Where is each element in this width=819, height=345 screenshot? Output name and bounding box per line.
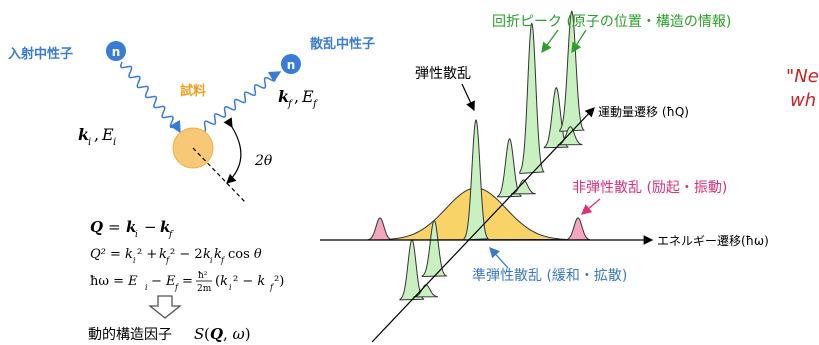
svg-text:² +: ² + — [137, 247, 157, 262]
diffraction-side-2 — [510, 179, 536, 195]
svg-text:Q: Q — [90, 218, 103, 236]
diffraction-arrow-2 — [571, 29, 587, 54]
svg-text:, ω): , ω) — [223, 325, 251, 343]
inelastic-peak-right — [565, 217, 591, 241]
svg-text:(: ( — [204, 325, 210, 343]
svg-text:,: , — [94, 125, 99, 144]
incident-neutron-symbol: n — [112, 45, 121, 59]
svg-text:i: i — [145, 283, 148, 292]
svg-text:i: i — [88, 137, 91, 148]
svg-text:f: f — [174, 283, 180, 292]
svg-text:k: k — [159, 247, 167, 262]
svg-text:i: i — [210, 256, 213, 265]
svg-text:f: f — [312, 99, 319, 110]
svg-text:2m: 2m — [197, 284, 212, 294]
svg-text:f: f — [220, 256, 226, 265]
angle-label: 2θ — [254, 153, 273, 169]
svg-text:=: = — [108, 218, 121, 236]
momentum-axis-label: 運動量遷移 (ħQ) — [598, 105, 689, 119]
svg-text:k: k — [214, 247, 222, 262]
diffraction-peak-6 — [559, 10, 585, 132]
quasielastic-arrow — [489, 247, 509, 269]
svg-text:²): ²) — [274, 274, 284, 289]
scattered-neutron-label: 散乱中性子 — [310, 36, 375, 52]
spectra-plot — [367, 10, 591, 301]
forward-beam-line — [192, 147, 247, 204]
svg-text:k: k — [126, 218, 136, 236]
inelastic-arrow — [581, 198, 601, 215]
overflow-quote-line1: "Ne — [786, 66, 819, 87]
svg-text:=: = — [182, 274, 193, 289]
svg-text:k: k — [160, 218, 170, 236]
scattered-neutron-symbol: n — [287, 58, 296, 72]
incident-wave — [119, 61, 181, 134]
equation-Q-squared: Q² = k i ² + k f ² − 2 k i k f cos θ — [90, 247, 262, 265]
svg-text:(k: (k — [215, 274, 228, 289]
down-arrow-icon — [148, 295, 182, 319]
svg-text:² − k: ² − k — [233, 274, 265, 289]
diffraction-peak-4 — [519, 22, 545, 175]
svg-text:S: S — [194, 325, 204, 343]
equation-energy: ħω = E i − E f = ħ² 2m (k i ² − k f ²) — [90, 271, 284, 294]
svg-text:cos θ: cos θ — [228, 247, 262, 262]
diffraction-peak-2 — [421, 219, 448, 277]
svg-text:Q: Q — [210, 325, 223, 343]
svg-text:i: i — [135, 230, 138, 240]
svg-text:E: E — [101, 125, 114, 144]
momentum-axis — [371, 107, 595, 343]
angle-arc — [223, 117, 242, 184]
svg-text:k: k — [278, 87, 289, 106]
equation-Q: Q = k i − k f — [90, 218, 174, 240]
svg-text:i: i — [133, 256, 136, 265]
incident-neutron-label: 入射中性子 — [8, 46, 73, 62]
incident-k-E-label: k i , E i — [78, 125, 116, 148]
svg-text:² − 2: ² − 2 — [170, 247, 203, 262]
scattered-wave — [199, 71, 282, 133]
svg-text:i: i — [113, 137, 116, 148]
svg-text:k: k — [203, 247, 211, 262]
svg-text:−: − — [144, 218, 157, 236]
svg-text:,: , — [294, 87, 299, 106]
svg-text:− E: − E — [151, 274, 176, 289]
svg-text:k: k — [78, 125, 89, 144]
svg-text:f: f — [287, 99, 294, 110]
svg-text:f: f — [165, 256, 171, 265]
svg-text:Q² = k: Q² = k — [90, 247, 133, 262]
svg-text:i: i — [229, 283, 232, 292]
svg-text:f: f — [269, 283, 275, 292]
incident-neutron-icon — [106, 41, 126, 61]
overflow-quote-line2: wh — [790, 90, 816, 111]
elastic-peak — [463, 119, 489, 241]
scattered-neutron-icon — [281, 54, 301, 74]
svg-text:ħ²: ħ² — [198, 271, 208, 281]
svg-text:ħω = E: ħω = E — [90, 274, 138, 289]
inelastic-peak-left — [367, 217, 393, 241]
inelastic-label: 非弾性散乱 (励起・振動) — [572, 180, 727, 196]
elastic-arrow — [461, 83, 475, 112]
dynamic-structure-factor-label: 動的構造因子 — [88, 327, 172, 343]
svg-text:E: E — [301, 87, 314, 106]
diffraction-peaks-label: 回折ピーク (原子の位置・構造の情報) — [492, 14, 731, 30]
quasielastic-label: 準弾性散乱 (緩和・拡散) — [472, 268, 627, 284]
energy-axis-label: エネルギー遷移(ħω) — [657, 234, 769, 248]
scattered-k-E-label: k f , E f — [278, 87, 319, 110]
sample-label: 試料 — [180, 83, 206, 99]
diffraction-side-3 — [557, 126, 583, 146]
diffraction-arrow-1 — [541, 29, 559, 54]
svg-text:f: f — [168, 230, 174, 240]
S-Q-omega: S ( Q , ω) — [194, 325, 251, 343]
elastic-label: 弾性散乱 — [415, 66, 471, 82]
